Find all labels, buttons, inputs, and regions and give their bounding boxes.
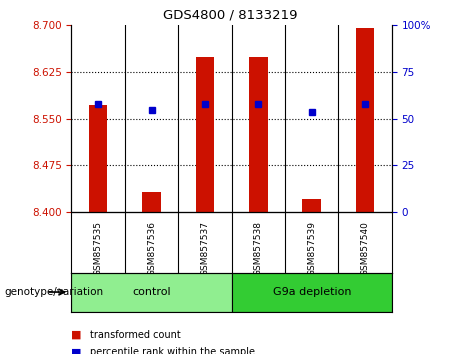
Text: percentile rank within the sample: percentile rank within the sample <box>90 347 255 354</box>
Text: transformed count: transformed count <box>90 330 181 339</box>
Text: GSM857535: GSM857535 <box>94 222 103 276</box>
Text: genotype/variation: genotype/variation <box>5 287 104 297</box>
Text: GSM857538: GSM857538 <box>254 222 263 276</box>
Bar <box>231 273 392 312</box>
Text: ■: ■ <box>71 330 82 339</box>
Text: GSM857537: GSM857537 <box>201 222 209 276</box>
Text: control: control <box>132 287 171 297</box>
Text: GDS4800 / 8133219: GDS4800 / 8133219 <box>163 9 298 22</box>
Bar <box>356 28 374 212</box>
Bar <box>302 199 321 212</box>
Text: GSM857539: GSM857539 <box>307 222 316 276</box>
Bar <box>142 192 161 212</box>
Text: GSM857536: GSM857536 <box>147 222 156 276</box>
Bar <box>195 57 214 212</box>
Bar <box>71 273 231 312</box>
Bar <box>89 105 107 212</box>
Bar <box>249 57 268 212</box>
Text: G9a depletion: G9a depletion <box>272 287 351 297</box>
Text: ■: ■ <box>71 347 82 354</box>
Text: GSM857540: GSM857540 <box>361 222 370 276</box>
